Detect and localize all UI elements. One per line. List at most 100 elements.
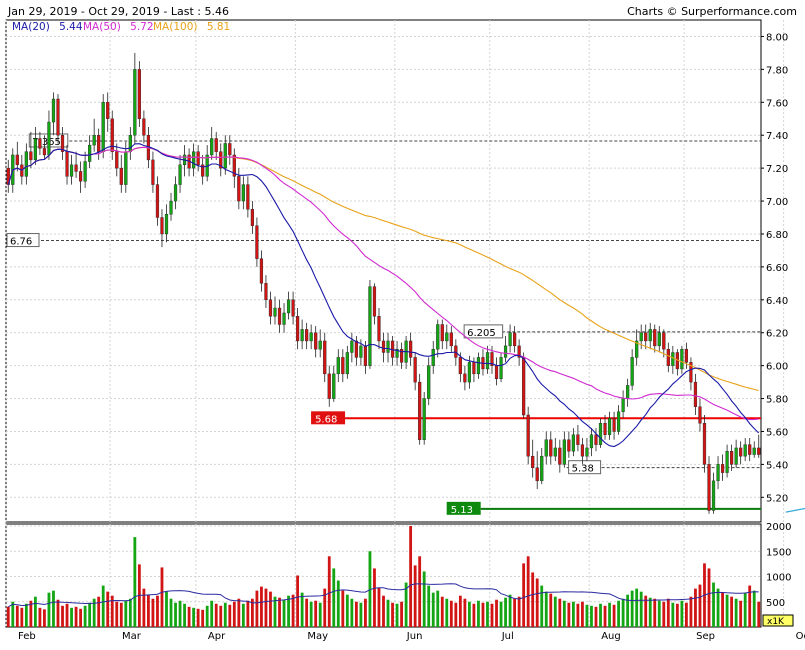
candle-up (286, 299, 291, 314)
volume-bar (323, 588, 327, 627)
volume-bar (680, 600, 684, 627)
volume-bar (219, 605, 223, 627)
volume-bar (508, 594, 512, 627)
candle-up (192, 151, 196, 169)
candle-down (97, 135, 101, 152)
candle-up (725, 451, 729, 473)
chart-source: Charts © Surperformance.com (627, 5, 797, 18)
volume-bar (748, 585, 752, 627)
volume-bar (698, 584, 702, 627)
volume-bar (269, 591, 272, 627)
volume-bar (178, 600, 182, 627)
volume-bar (314, 600, 318, 627)
volume-bar (404, 582, 408, 627)
volume-bar (327, 556, 331, 627)
month-label: Aug (601, 631, 621, 642)
price-tick-label: 7.20 (766, 164, 788, 175)
candle-up (83, 161, 87, 182)
volume-bar (716, 588, 720, 627)
candle-down (219, 151, 223, 169)
level-label-box (6, 233, 40, 248)
price-tick-label: 7.00 (766, 197, 788, 208)
candle-up (395, 348, 399, 358)
candle-down (214, 138, 218, 152)
candle-up (88, 144, 92, 162)
candle-down (409, 340, 413, 358)
volume-bar (124, 600, 128, 627)
volume-bar (581, 601, 584, 627)
candle-down (549, 439, 553, 457)
candle-down (78, 171, 83, 182)
candle-down (341, 357, 345, 375)
volume-bar (730, 596, 734, 627)
volume-bar (309, 601, 313, 627)
volume-bar (386, 599, 390, 627)
candle-up (24, 151, 28, 177)
candle-up (499, 357, 503, 380)
volume-bar (513, 598, 517, 627)
candle-down (155, 184, 160, 218)
price-tick-label: 6.40 (766, 296, 788, 307)
volume-bar (535, 578, 539, 627)
candle-up (33, 138, 37, 161)
candle-down (29, 151, 33, 161)
level-label: 7.365 (32, 137, 61, 148)
volume-bar (282, 599, 286, 627)
candle-down (399, 348, 404, 363)
price-tick-label: 7.80 (766, 65, 788, 76)
volume-bar (454, 602, 458, 627)
candle-up (92, 135, 96, 146)
candle-down (296, 316, 300, 342)
volume-bar (214, 603, 218, 627)
volume-bar (83, 605, 87, 627)
ma50-line (7, 146, 759, 421)
volume-bar (721, 592, 724, 627)
volume-bar (440, 596, 444, 627)
candle-down (567, 439, 571, 452)
volume-bar (70, 607, 73, 627)
volume-bar (142, 588, 146, 627)
volume-bar (458, 595, 462, 627)
candle-down (6, 167, 10, 185)
volume-bar (594, 606, 598, 627)
volume-bar (278, 597, 281, 627)
green-support-badge (446, 501, 481, 515)
candle-down (377, 316, 381, 342)
candle-down (15, 154, 19, 166)
candle-up (69, 164, 74, 177)
green-support-label: 5.13 (451, 505, 473, 516)
volume-bar (608, 602, 611, 627)
price-tick-label: 6.60 (766, 263, 788, 274)
volume-bar (639, 591, 643, 627)
volume-bar (305, 598, 309, 627)
volume-bar (133, 537, 137, 627)
volume-bar (694, 588, 697, 627)
volume-bar (725, 594, 729, 627)
volume-bar (318, 602, 322, 627)
candle-down (594, 434, 598, 445)
volume-bar (603, 605, 607, 627)
candle-up (743, 444, 747, 457)
candle-down (653, 329, 657, 347)
volume-bar (11, 601, 15, 627)
volume-bar (192, 607, 196, 627)
legend-ma20-label: MA(20) (12, 21, 50, 33)
volume-bar (201, 609, 205, 627)
volume-bar (38, 607, 42, 627)
candle-up (422, 398, 426, 440)
volume-tick-label: 2000 (766, 522, 791, 533)
volume-bar (196, 608, 200, 627)
volume-bar (431, 592, 435, 627)
volume-bar (648, 597, 652, 627)
month-label: Jun (406, 631, 423, 642)
candle-up (178, 164, 182, 185)
volume-bars (6, 526, 761, 627)
candle-up (309, 332, 313, 342)
volume-bar (24, 603, 28, 627)
volume-bar (205, 605, 209, 627)
candle-down (151, 159, 155, 185)
volume-bar (422, 571, 426, 627)
volume-bar (590, 605, 593, 627)
volume-bar (662, 601, 666, 627)
candle-down (268, 299, 273, 317)
